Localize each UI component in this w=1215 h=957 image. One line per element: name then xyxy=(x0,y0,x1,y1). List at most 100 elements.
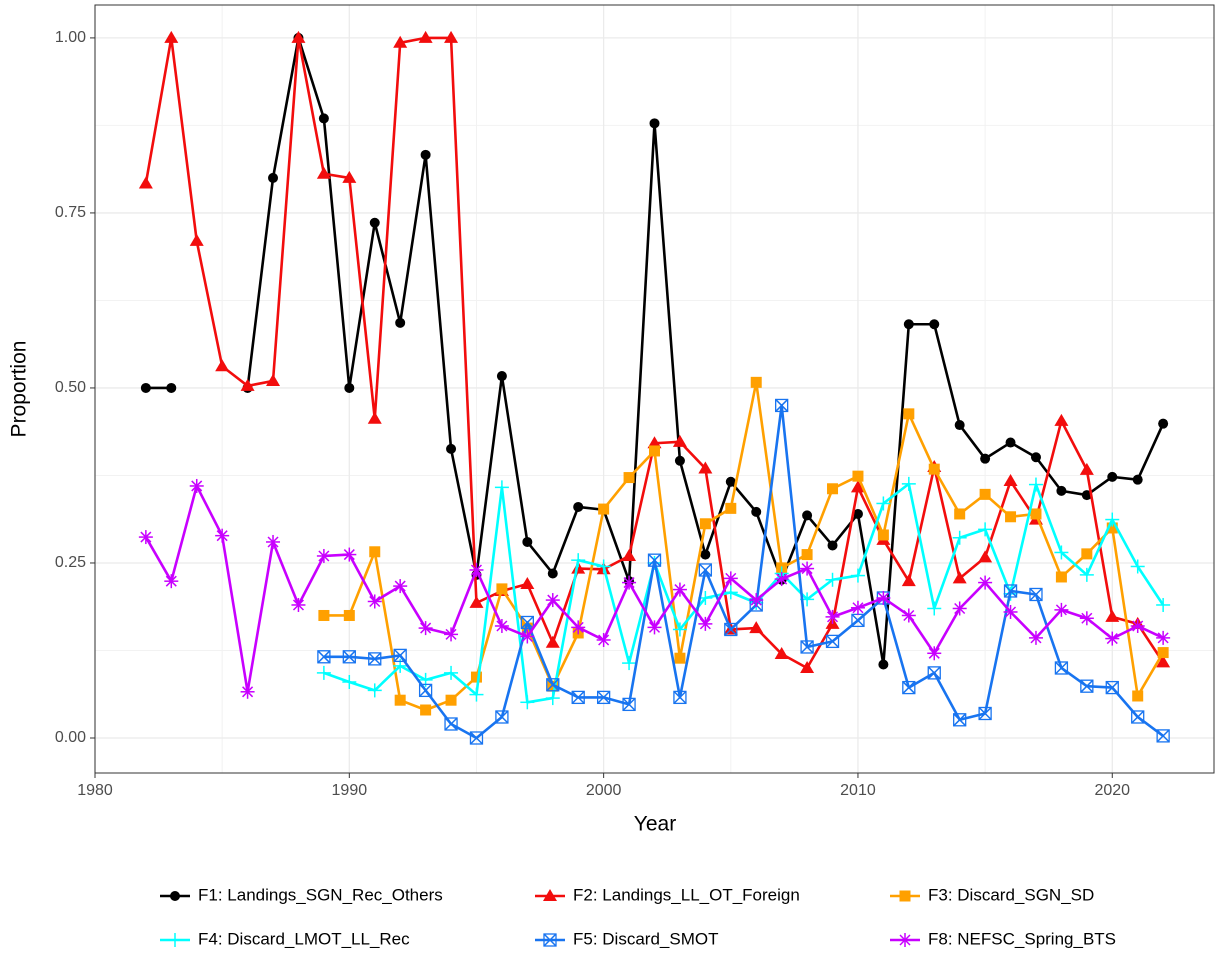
data-point xyxy=(876,496,891,511)
marker-part xyxy=(444,717,458,731)
marker-part xyxy=(700,549,711,560)
data-point xyxy=(1054,413,1069,426)
marker-part xyxy=(1157,632,1169,644)
marker-part xyxy=(827,483,839,495)
data-point xyxy=(622,575,637,590)
panel-border xyxy=(94,4,1215,774)
data-point xyxy=(444,30,459,43)
data-point xyxy=(622,697,636,712)
marker-part xyxy=(827,540,838,551)
marker-part xyxy=(1105,680,1119,695)
legend-item: F1: Landings_SGN_Rec_Others xyxy=(160,885,443,904)
marker-part xyxy=(496,371,507,382)
data-point xyxy=(189,478,204,493)
data-point xyxy=(622,656,637,671)
marker-part xyxy=(647,553,662,567)
data-point xyxy=(496,583,508,595)
marker-part xyxy=(420,704,432,716)
marker-part xyxy=(140,531,152,543)
data-point xyxy=(1130,618,1145,633)
data-point xyxy=(444,627,459,642)
marker-part xyxy=(825,634,840,648)
data-point xyxy=(418,621,433,636)
data-point xyxy=(1156,729,1170,743)
data-point xyxy=(571,690,585,705)
data-point xyxy=(674,652,686,664)
data-point xyxy=(850,600,865,615)
data-point xyxy=(825,572,840,587)
marker-part xyxy=(1055,604,1067,616)
marker-part xyxy=(1131,710,1145,724)
marker-part xyxy=(317,650,331,664)
marker-part xyxy=(445,628,457,640)
marker-part xyxy=(800,640,814,654)
data-point xyxy=(774,646,789,659)
data-point xyxy=(318,113,329,124)
data-point xyxy=(928,463,940,475)
data-point xyxy=(420,149,431,160)
data-point xyxy=(140,382,151,393)
data-point xyxy=(496,371,507,382)
marker-part xyxy=(369,546,381,558)
marker-part xyxy=(749,621,764,634)
marker-part xyxy=(445,694,457,706)
marker-part xyxy=(801,549,813,561)
data-point xyxy=(903,408,915,420)
marker-part xyxy=(979,488,991,500)
marker-part xyxy=(647,553,662,567)
marker-part xyxy=(1003,584,1018,598)
data-point xyxy=(1028,630,1043,645)
marker-part xyxy=(1054,661,1068,675)
marker-part xyxy=(317,650,331,664)
y-tick-label: 1.00 xyxy=(55,29,86,46)
data-point xyxy=(827,483,839,495)
legend-item: F8: NEFSC_Spring_BTS xyxy=(890,929,1116,948)
data-point xyxy=(420,704,432,716)
data-point xyxy=(954,508,966,520)
marker-part xyxy=(547,568,558,579)
data-point xyxy=(138,176,153,189)
data-point xyxy=(445,694,457,706)
data-point xyxy=(1081,548,1093,560)
x-axis-title: Year xyxy=(634,813,676,836)
data-point xyxy=(215,528,230,543)
data-point xyxy=(545,593,560,608)
legend-label: F5: Discard_SMOT xyxy=(573,929,718,948)
data-point xyxy=(367,411,382,424)
data-point xyxy=(418,30,433,43)
legend-label: F3: Discard_SGN_SD xyxy=(928,885,1094,904)
data-point xyxy=(1005,437,1016,448)
data-point xyxy=(750,376,762,388)
data-point xyxy=(647,436,662,449)
legend-item: F5: Discard_SMOT xyxy=(535,929,718,948)
data-point xyxy=(953,713,967,727)
legend-label: F4: Discard_LMOT_LL_Rec xyxy=(198,929,410,948)
marker-part xyxy=(902,681,916,695)
marker-part xyxy=(1005,606,1017,618)
marker-part xyxy=(776,573,788,585)
marker-part xyxy=(1156,655,1171,668)
series-line xyxy=(323,404,1164,740)
marker-part xyxy=(903,408,915,420)
data-point xyxy=(1079,462,1094,475)
data-point xyxy=(522,536,533,547)
marker-part xyxy=(165,575,177,587)
marker-part xyxy=(1132,690,1144,702)
marker-part xyxy=(1030,632,1042,644)
marker-part xyxy=(674,584,686,596)
data-point xyxy=(291,597,306,612)
marker-part xyxy=(1106,522,1118,534)
marker-part xyxy=(1157,647,1169,659)
data-point xyxy=(1055,571,1067,583)
marker-part xyxy=(622,697,636,711)
marker-part xyxy=(800,660,815,673)
marker-part xyxy=(571,690,585,704)
data-point xyxy=(546,678,560,692)
y-tick-label: 0.50 xyxy=(55,379,86,396)
legend-label: F8: NEFSC_Spring_BTS xyxy=(928,929,1116,948)
marker-part xyxy=(954,602,966,615)
marker-part xyxy=(1156,729,1170,743)
data-point xyxy=(367,594,382,609)
data-point xyxy=(547,568,558,579)
data-point xyxy=(749,593,764,608)
